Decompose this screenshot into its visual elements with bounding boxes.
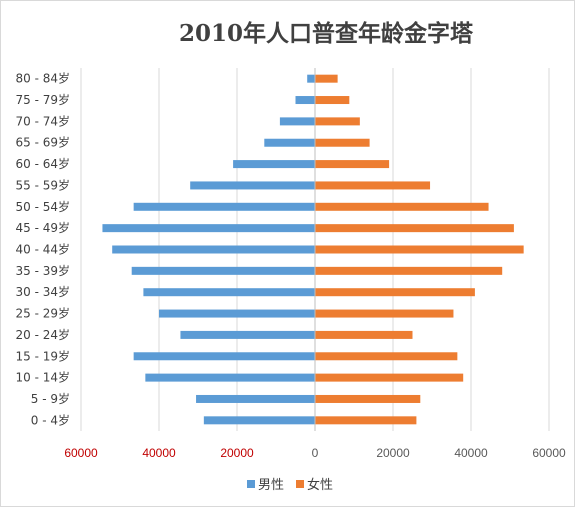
bar-male bbox=[131, 266, 315, 275]
bar-male bbox=[112, 245, 315, 254]
category-label: 65 - 69岁 bbox=[16, 135, 71, 150]
category-label: 30 - 34岁 bbox=[16, 284, 71, 299]
bar-female bbox=[315, 202, 489, 211]
bar-male bbox=[295, 96, 315, 105]
bar-male bbox=[233, 160, 315, 169]
bar-female bbox=[315, 288, 475, 297]
bar-male bbox=[159, 309, 315, 318]
category-label: 20 - 24岁 bbox=[16, 327, 71, 342]
bar-female bbox=[315, 181, 431, 190]
bar-female bbox=[315, 330, 413, 339]
x-tick-label: 20000 bbox=[220, 446, 254, 460]
bar-male bbox=[196, 394, 315, 403]
bar-male bbox=[307, 74, 315, 83]
bar-female bbox=[315, 224, 514, 233]
category-label: 15 - 19岁 bbox=[16, 348, 71, 363]
bar-female bbox=[315, 309, 454, 318]
bar-female bbox=[315, 138, 370, 147]
category-label: 80 - 84岁 bbox=[16, 71, 71, 86]
bar-male bbox=[190, 181, 315, 190]
bars bbox=[102, 68, 524, 431]
category-labels: 0 - 4岁 5 - 9岁 10 - 14岁 15 - 19岁 20 - 24岁 25 -… bbox=[16, 71, 71, 428]
legend-label: 女性 bbox=[307, 477, 333, 493]
category-label: 25 - 29岁 bbox=[16, 306, 71, 321]
category-label: 50 - 54岁 bbox=[16, 199, 71, 214]
x-tick-label: 60000 bbox=[532, 446, 566, 460]
x-tick-labels: 60000 40000 20000 0 20000 40000 60000 bbox=[64, 446, 566, 460]
legend-swatch bbox=[247, 480, 255, 488]
x-tick-label: 60000 bbox=[64, 446, 98, 460]
bar-female bbox=[315, 96, 350, 105]
bar-female bbox=[315, 352, 458, 361]
category-label: 10 - 14岁 bbox=[16, 370, 71, 385]
x-tick-label: 40000 bbox=[454, 446, 488, 460]
legend-label: 男性 bbox=[258, 478, 284, 493]
x-tick-label: 0 bbox=[312, 446, 319, 460]
category-label: 40 - 44岁 bbox=[16, 242, 71, 257]
bar-male bbox=[279, 117, 315, 126]
bar-female bbox=[315, 74, 338, 83]
category-label: 35 - 39岁 bbox=[16, 263, 71, 278]
bar-female bbox=[315, 266, 503, 275]
bar-male bbox=[133, 202, 315, 211]
bar-female bbox=[315, 117, 360, 126]
bar-male bbox=[133, 352, 315, 361]
bar-male bbox=[143, 288, 315, 297]
legend: 男性 女性 bbox=[247, 477, 333, 493]
category-label: 0 - 4岁 bbox=[31, 412, 70, 427]
bar-female bbox=[315, 160, 390, 169]
bar-female bbox=[315, 394, 421, 403]
category-label: 55 - 59岁 bbox=[16, 177, 71, 192]
bar-male bbox=[145, 373, 315, 382]
bar-male bbox=[102, 224, 315, 233]
chart-title: 2010年人口普查年龄金字塔 bbox=[179, 20, 474, 47]
bar-male bbox=[180, 330, 315, 339]
bar-male bbox=[203, 416, 315, 425]
x-tick-label: 40000 bbox=[142, 446, 176, 460]
category-label: 45 - 49岁 bbox=[16, 220, 71, 235]
category-label: 5 - 9岁 bbox=[31, 391, 70, 406]
category-label: 75 - 79岁 bbox=[16, 92, 71, 107]
legend-swatch bbox=[296, 480, 304, 488]
bar-female bbox=[315, 416, 417, 425]
x-tick-label: 20000 bbox=[376, 446, 410, 460]
bar-male bbox=[264, 138, 315, 147]
category-label: 60 - 64岁 bbox=[16, 156, 71, 171]
bar-female bbox=[315, 373, 464, 382]
bar-female bbox=[315, 245, 524, 254]
category-label: 70 - 74岁 bbox=[16, 113, 71, 128]
